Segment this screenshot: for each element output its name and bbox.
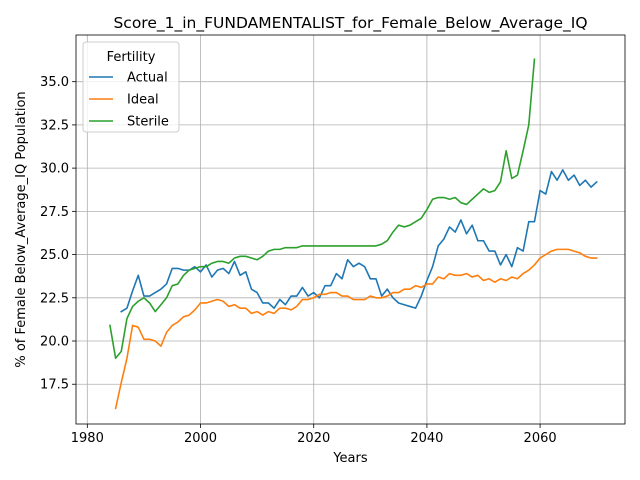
legend-label-ideal: Ideal bbox=[127, 93, 159, 108]
grid-layer bbox=[76, 35, 625, 424]
y-axis-title: % of Female Below_Average_IQ Population bbox=[14, 91, 29, 367]
legend-label-sterile: Sterile bbox=[127, 115, 169, 130]
y-tick-label: 32.5 bbox=[40, 118, 69, 133]
y-tick-label: 27.5 bbox=[40, 205, 69, 220]
chart-title: Score_1_in_FUNDAMENTALIST_for_Female_Bel… bbox=[113, 14, 587, 33]
legend: Fertility Actual Ideal Sterile bbox=[82, 41, 180, 133]
y-tick-label: 25.0 bbox=[40, 248, 69, 263]
series-layer bbox=[109, 58, 598, 410]
x-tick-label: 1980 bbox=[71, 431, 104, 446]
x-tick-label: 2020 bbox=[297, 431, 330, 446]
legend-title: Fertility bbox=[107, 50, 156, 65]
x-axis-title: Years bbox=[332, 451, 368, 466]
legend-label-actual: Actual bbox=[127, 71, 168, 86]
y-tick-label: 17.5 bbox=[40, 378, 69, 393]
plot-frame bbox=[75, 34, 626, 425]
tick-layer: 1980 2000 2020 2040 2060 17.5 20.0 22.5 25.0 27.5… bbox=[40, 75, 557, 446]
y-tick-label: 35.0 bbox=[40, 75, 69, 90]
y-tick-label: 20.0 bbox=[40, 335, 69, 350]
x-tick-label: 2060 bbox=[524, 431, 557, 446]
y-tick-label: 30.0 bbox=[40, 162, 69, 177]
series-line-actual bbox=[120, 169, 598, 313]
y-tick-label: 22.5 bbox=[40, 291, 69, 306]
legend-entries: Actual Ideal Sterile bbox=[89, 71, 169, 130]
x-tick-label: 2040 bbox=[410, 431, 443, 446]
legend-box bbox=[82, 41, 180, 133]
series-line-ideal bbox=[114, 248, 598, 410]
series-line-sterile bbox=[109, 58, 536, 360]
x-tick-label: 2000 bbox=[184, 431, 217, 446]
